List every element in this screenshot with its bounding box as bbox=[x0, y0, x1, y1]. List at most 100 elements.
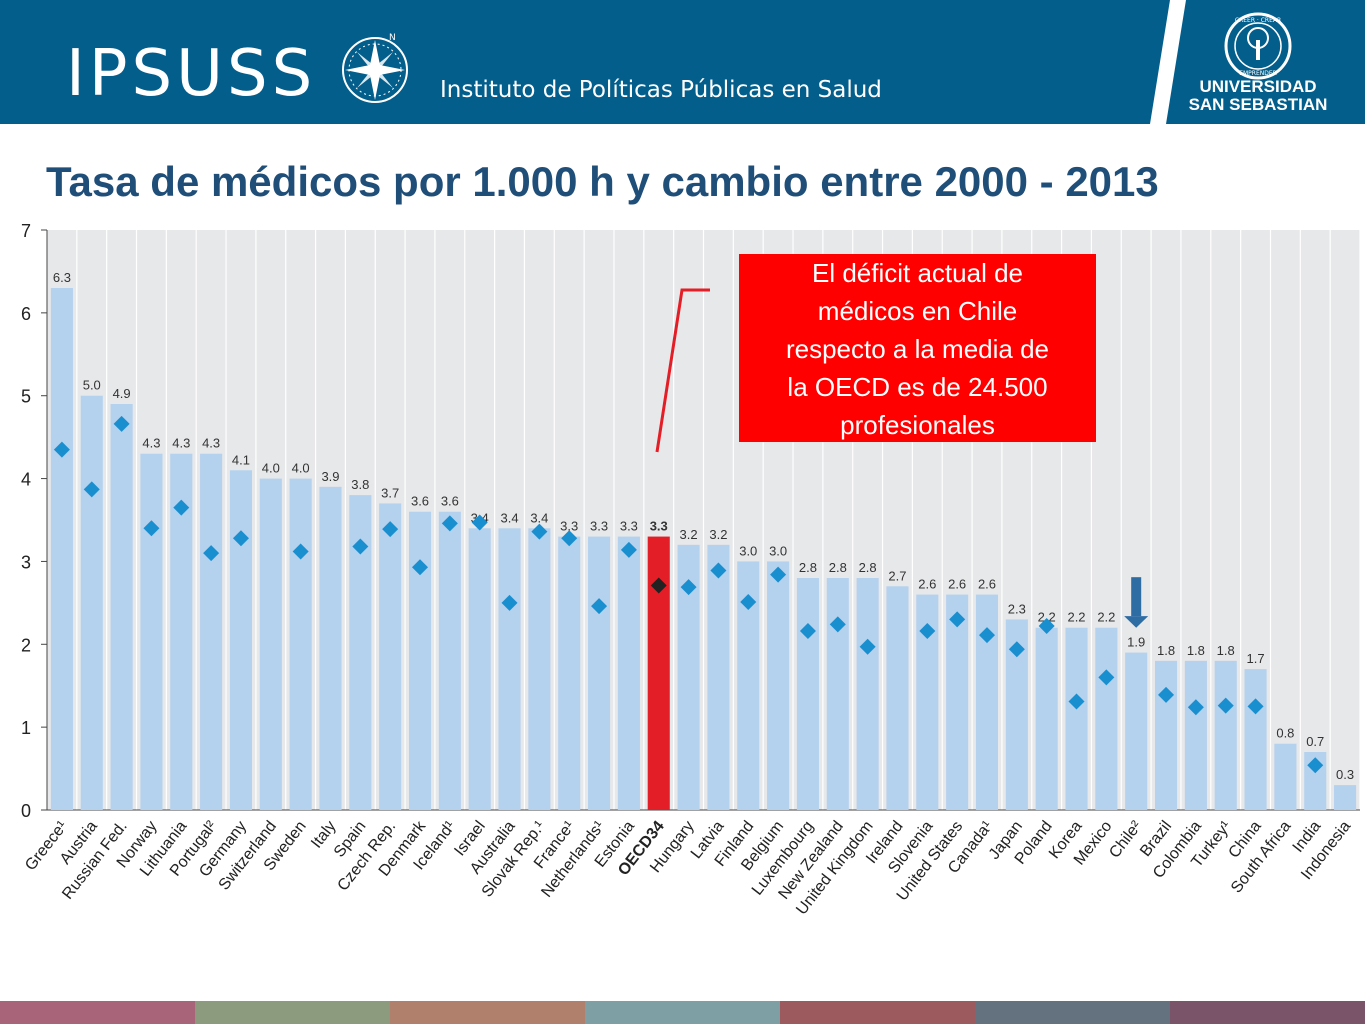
marker-point bbox=[561, 530, 578, 547]
bar bbox=[1125, 652, 1148, 810]
marker-point bbox=[1307, 757, 1324, 774]
marker-point bbox=[143, 520, 160, 537]
marker-point bbox=[591, 598, 608, 615]
callout-box: El déficit actual de médicos en Chile re… bbox=[739, 254, 1096, 442]
marker-point bbox=[949, 611, 966, 628]
marker-point bbox=[113, 415, 130, 432]
data-label: 3.4 bbox=[530, 510, 548, 525]
compass-icon: N bbox=[342, 33, 408, 103]
bar bbox=[1035, 627, 1058, 810]
bar bbox=[588, 536, 611, 810]
data-label: 2.6 bbox=[918, 577, 936, 592]
data-label: 4.0 bbox=[262, 461, 280, 476]
y-tick-label: 3 bbox=[21, 552, 31, 572]
data-label: 3.3 bbox=[590, 519, 608, 534]
bar bbox=[50, 288, 73, 810]
bar bbox=[856, 578, 879, 810]
bar bbox=[677, 544, 700, 810]
footer-segment bbox=[585, 1001, 781, 1024]
marker-point bbox=[650, 577, 667, 594]
data-label: 2.6 bbox=[948, 577, 966, 592]
university-seal-icon: CREER · CREAR EMPRENDER bbox=[1224, 12, 1292, 80]
data-label: 3.9 bbox=[321, 469, 339, 484]
header-bg bbox=[0, 0, 1365, 124]
bar bbox=[707, 544, 730, 810]
bar bbox=[1184, 660, 1207, 810]
marker-point bbox=[740, 594, 757, 611]
data-label: 2.7 bbox=[888, 568, 906, 583]
callout-pointer-line bbox=[655, 288, 710, 453]
data-label: 3.3 bbox=[620, 519, 638, 534]
bar bbox=[468, 528, 491, 810]
marker-point bbox=[441, 515, 458, 532]
logo-text: IPSUSS bbox=[66, 37, 316, 111]
bar bbox=[528, 528, 551, 810]
data-label: 3.0 bbox=[739, 543, 757, 558]
marker-point bbox=[412, 559, 429, 576]
marker-point bbox=[531, 523, 548, 540]
svg-text:EMPRENDER: EMPRENDER bbox=[1239, 70, 1277, 77]
marker-point bbox=[1187, 699, 1204, 716]
data-label: 0.7 bbox=[1306, 734, 1324, 749]
data-label: 5.0 bbox=[83, 378, 101, 393]
marker-point bbox=[978, 627, 995, 644]
bar bbox=[916, 594, 939, 810]
footer-segment bbox=[780, 1001, 976, 1024]
bar bbox=[408, 511, 432, 810]
marker-point bbox=[620, 541, 637, 558]
bar bbox=[975, 594, 999, 810]
footer-segment bbox=[1170, 1001, 1365, 1024]
bar bbox=[379, 503, 402, 810]
marker-point bbox=[1098, 669, 1115, 686]
marker-point bbox=[501, 594, 518, 611]
data-label: 3.2 bbox=[680, 527, 698, 542]
data-label: 3.3 bbox=[650, 519, 668, 534]
marker-point bbox=[1038, 618, 1055, 635]
bar bbox=[200, 453, 223, 810]
bar bbox=[946, 594, 969, 810]
x-tick-label: Chile² bbox=[1106, 817, 1146, 861]
bar bbox=[289, 478, 312, 810]
marker-point bbox=[352, 538, 369, 555]
bar bbox=[1154, 660, 1178, 810]
marker-point bbox=[829, 616, 846, 633]
bar bbox=[886, 586, 909, 810]
data-label: 1.8 bbox=[1217, 643, 1235, 658]
y-tick-label: 7 bbox=[21, 221, 31, 241]
marker-point bbox=[770, 566, 787, 583]
marker-point bbox=[173, 499, 190, 516]
data-label: 1.7 bbox=[1247, 651, 1265, 666]
bar bbox=[558, 536, 581, 810]
y-tick-label: 6 bbox=[21, 304, 31, 324]
callout-line-4: la OECD es de 24.500 bbox=[787, 372, 1048, 402]
y-tick-label: 5 bbox=[21, 387, 31, 407]
marker-point bbox=[1008, 641, 1025, 658]
callout-line-5: profesionales bbox=[840, 410, 995, 440]
bar bbox=[617, 536, 640, 810]
bar bbox=[1095, 627, 1118, 810]
marker-point bbox=[1247, 698, 1264, 715]
marker-point bbox=[799, 623, 816, 640]
marker-point bbox=[471, 514, 488, 531]
marker-point bbox=[53, 441, 70, 458]
university-name-line2: SAN SEBASTIAN bbox=[1189, 95, 1328, 114]
bar bbox=[140, 453, 163, 810]
bar bbox=[647, 536, 670, 810]
data-label: 0.8 bbox=[1276, 726, 1294, 741]
footer-segment bbox=[0, 1001, 196, 1024]
data-label: 1.8 bbox=[1157, 643, 1175, 658]
marker-point bbox=[710, 562, 727, 579]
marker-point bbox=[1217, 697, 1234, 714]
y-tick-label: 0 bbox=[21, 801, 31, 821]
bar bbox=[170, 453, 193, 810]
data-label: 2.6 bbox=[978, 577, 996, 592]
bar bbox=[259, 478, 282, 810]
footer-segment bbox=[195, 1001, 391, 1024]
bar bbox=[1244, 669, 1267, 810]
data-label: 4.3 bbox=[142, 436, 160, 451]
marker-point bbox=[83, 481, 100, 498]
data-label: 0.3 bbox=[1336, 767, 1354, 782]
bar bbox=[826, 578, 849, 810]
bar bbox=[767, 561, 790, 810]
